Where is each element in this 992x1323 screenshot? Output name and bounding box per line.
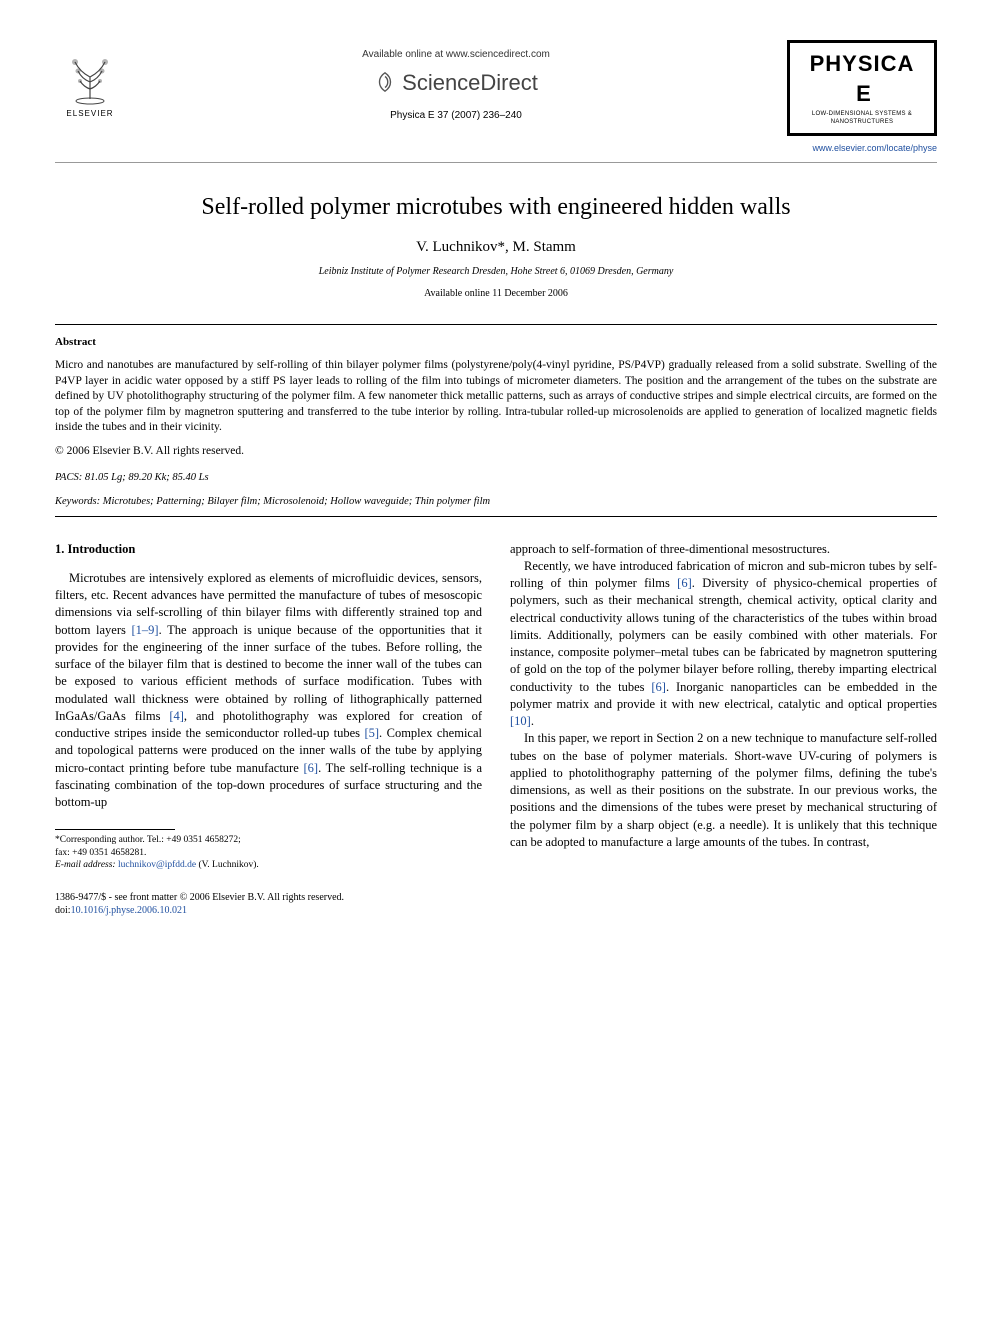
available-online-text: Available online at www.sciencedirect.co… [125, 48, 787, 62]
abstract-text: Micro and nanotubes are manufactured by … [55, 358, 937, 436]
section-1-heading: 1. Introduction [55, 541, 482, 558]
intro-paragraph-2: Recently, we have introduced fabrication… [510, 558, 937, 731]
footnote-block: *Corresponding author. Tel.: +49 0351 46… [55, 834, 482, 871]
body-columns: 1. Introduction Microtubes are intensive… [55, 541, 937, 872]
abstract-copyright: © 2006 Elsevier B.V. All rights reserved… [55, 444, 937, 460]
article-authors: V. Luchnikov*, M. Stamm [55, 237, 937, 257]
elsevier-logo: ELSEVIER [55, 40, 125, 120]
ref-link-5[interactable]: [5] [364, 726, 379, 740]
ref-link-4[interactable]: [4] [169, 709, 184, 723]
intro-paragraph-1: Microtubes are intensively explored as e… [55, 570, 482, 812]
physica-title: PHYSICA [810, 51, 915, 76]
keywords-terms: Microtubes; Patterning; Bilayer film; Mi… [103, 496, 490, 507]
sciencedirect-text: ScienceDirect [402, 68, 538, 98]
abstract-top-divider [55, 324, 937, 325]
physica-logo-block: PHYSICA E LOW-DIMENSIONAL SYSTEMS & NANO… [787, 40, 937, 154]
pacs-codes: 81.05 Lg; 89.20 Kk; 85.40 Ls [85, 472, 209, 483]
ref-link-6c[interactable]: [6] [651, 680, 666, 694]
bottom-bar: 1386-9477/$ - see front matter © 2006 El… [55, 891, 937, 917]
ref-link-10[interactable]: [10] [510, 714, 531, 728]
footnote-corresponding: *Corresponding author. Tel.: +49 0351 46… [55, 834, 482, 846]
elsevier-tree-icon [60, 47, 120, 107]
right-column: approach to self-formation of three-dime… [510, 541, 937, 872]
footnote-email-label: E-mail address: [55, 860, 116, 870]
left-column: 1. Introduction Microtubes are intensive… [55, 541, 482, 872]
issn-line: 1386-9477/$ - see front matter © 2006 El… [55, 891, 937, 904]
article-dateline: Available online 11 December 2006 [55, 287, 937, 301]
center-header: Available online at www.sciencedirect.co… [125, 40, 787, 123]
header-divider [55, 162, 937, 163]
footnote-email-address[interactable]: luchnikov@ipfdd.de [118, 860, 196, 870]
ref-link-1-9[interactable]: [1–9] [131, 623, 158, 637]
intro-paragraph-1-cont: approach to self-formation of three-dime… [510, 541, 937, 558]
keywords-label: Keywords: [55, 496, 100, 507]
page-header: ELSEVIER Available online at www.science… [55, 40, 937, 154]
journal-link[interactable]: www.elsevier.com/locate/physe [787, 142, 937, 154]
doi-line: doi:10.1016/j.physe.2006.10.021 [55, 904, 937, 917]
ref-link-6b[interactable]: [6] [677, 576, 692, 590]
abstract-label: Abstract [55, 335, 937, 350]
pacs-line: PACS: 81.05 Lg; 89.20 Kk; 85.40 Ls [55, 471, 937, 485]
doi-link[interactable]: 10.1016/j.physe.2006.10.021 [71, 905, 187, 916]
ref-link-6a[interactable]: [6] [303, 761, 318, 775]
sciencedirect-logo: ScienceDirect [125, 68, 787, 98]
doi-label: doi: [55, 905, 71, 916]
physica-subtitle: LOW-DIMENSIONAL SYSTEMS & NANOSTRUCTURES [800, 110, 924, 126]
elsevier-label: ELSEVIER [66, 109, 113, 120]
physica-letter: E [856, 81, 872, 106]
keywords-line: Keywords: Microtubes; Patterning; Bilaye… [55, 495, 937, 509]
footnote-separator [55, 829, 175, 830]
sciencedirect-icon [374, 71, 396, 93]
article-affiliation: Leibniz Institute of Polymer Research Dr… [55, 265, 937, 279]
physica-box: PHYSICA E LOW-DIMENSIONAL SYSTEMS & NANO… [787, 40, 937, 136]
footnote-fax: fax: +49 0351 4658281. [55, 847, 482, 859]
pacs-label: PACS: [55, 472, 82, 483]
abstract-bottom-divider [55, 516, 937, 517]
article-title: Self-rolled polymer microtubes with engi… [55, 191, 937, 223]
footnote-email-name: (V. Luchnikov). [199, 860, 259, 870]
footnote-email-line: E-mail address: luchnikov@ipfdd.de (V. L… [55, 859, 482, 871]
journal-reference: Physica E 37 (2007) 236–240 [125, 109, 787, 123]
intro-paragraph-3: In this paper, we report in Section 2 on… [510, 730, 937, 851]
